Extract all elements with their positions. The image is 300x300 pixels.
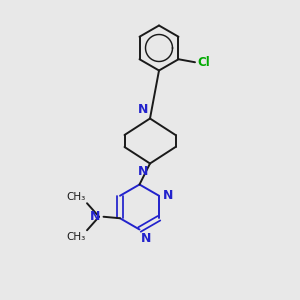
Text: CH₃: CH₃ (66, 192, 85, 202)
Text: N: N (138, 103, 148, 116)
Text: Cl: Cl (197, 56, 210, 69)
Text: N: N (138, 165, 148, 178)
Text: N: N (141, 232, 152, 245)
Text: N: N (163, 189, 173, 202)
Text: CH₃: CH₃ (66, 232, 85, 242)
Text: N: N (89, 210, 100, 223)
